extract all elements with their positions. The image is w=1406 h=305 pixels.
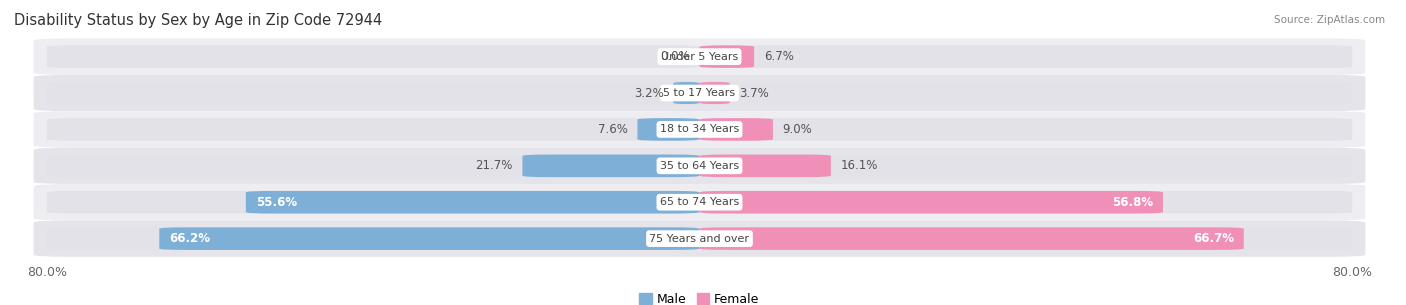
Text: 66.2%: 66.2% — [169, 232, 209, 245]
Text: 21.7%: 21.7% — [475, 159, 513, 172]
Text: 66.7%: 66.7% — [1192, 232, 1234, 245]
FancyBboxPatch shape — [34, 75, 1365, 111]
FancyBboxPatch shape — [46, 191, 700, 214]
FancyBboxPatch shape — [700, 118, 1353, 141]
FancyBboxPatch shape — [700, 118, 773, 141]
FancyBboxPatch shape — [159, 227, 700, 250]
FancyBboxPatch shape — [637, 118, 700, 141]
FancyBboxPatch shape — [700, 155, 831, 177]
FancyBboxPatch shape — [246, 191, 700, 214]
Text: Source: ZipAtlas.com: Source: ZipAtlas.com — [1274, 15, 1385, 25]
FancyBboxPatch shape — [46, 227, 700, 250]
FancyBboxPatch shape — [34, 184, 1365, 221]
Text: 65 to 74 Years: 65 to 74 Years — [659, 197, 740, 207]
Legend: Male, Female: Male, Female — [640, 293, 759, 305]
FancyBboxPatch shape — [46, 118, 700, 141]
FancyBboxPatch shape — [523, 155, 700, 177]
Text: Disability Status by Sex by Age in Zip Code 72944: Disability Status by Sex by Age in Zip C… — [14, 13, 382, 28]
FancyBboxPatch shape — [700, 82, 1353, 104]
FancyBboxPatch shape — [34, 221, 1365, 257]
Text: 9.0%: 9.0% — [783, 123, 813, 136]
Text: 6.7%: 6.7% — [763, 50, 794, 63]
Text: 0.0%: 0.0% — [659, 50, 690, 63]
FancyBboxPatch shape — [34, 111, 1365, 148]
Text: 55.6%: 55.6% — [256, 196, 297, 209]
FancyBboxPatch shape — [34, 148, 1365, 184]
Text: Under 5 Years: Under 5 Years — [661, 52, 738, 62]
Text: 7.6%: 7.6% — [598, 123, 627, 136]
Text: 35 to 64 Years: 35 to 64 Years — [659, 161, 740, 171]
FancyBboxPatch shape — [34, 38, 1365, 75]
Text: 75 Years and over: 75 Years and over — [650, 234, 749, 244]
FancyBboxPatch shape — [46, 82, 700, 104]
FancyBboxPatch shape — [700, 191, 1353, 214]
FancyBboxPatch shape — [700, 45, 754, 68]
FancyBboxPatch shape — [700, 82, 730, 104]
Text: 16.1%: 16.1% — [841, 159, 877, 172]
FancyBboxPatch shape — [46, 155, 700, 177]
FancyBboxPatch shape — [673, 82, 700, 104]
FancyBboxPatch shape — [46, 45, 700, 68]
Text: 18 to 34 Years: 18 to 34 Years — [659, 124, 740, 135]
FancyBboxPatch shape — [700, 45, 1353, 68]
Text: 56.8%: 56.8% — [1112, 196, 1153, 209]
Text: 3.2%: 3.2% — [634, 87, 664, 99]
Text: 3.7%: 3.7% — [740, 87, 769, 99]
FancyBboxPatch shape — [700, 155, 1353, 177]
FancyBboxPatch shape — [700, 227, 1244, 250]
Text: 5 to 17 Years: 5 to 17 Years — [664, 88, 735, 98]
FancyBboxPatch shape — [700, 191, 1163, 214]
FancyBboxPatch shape — [700, 227, 1353, 250]
